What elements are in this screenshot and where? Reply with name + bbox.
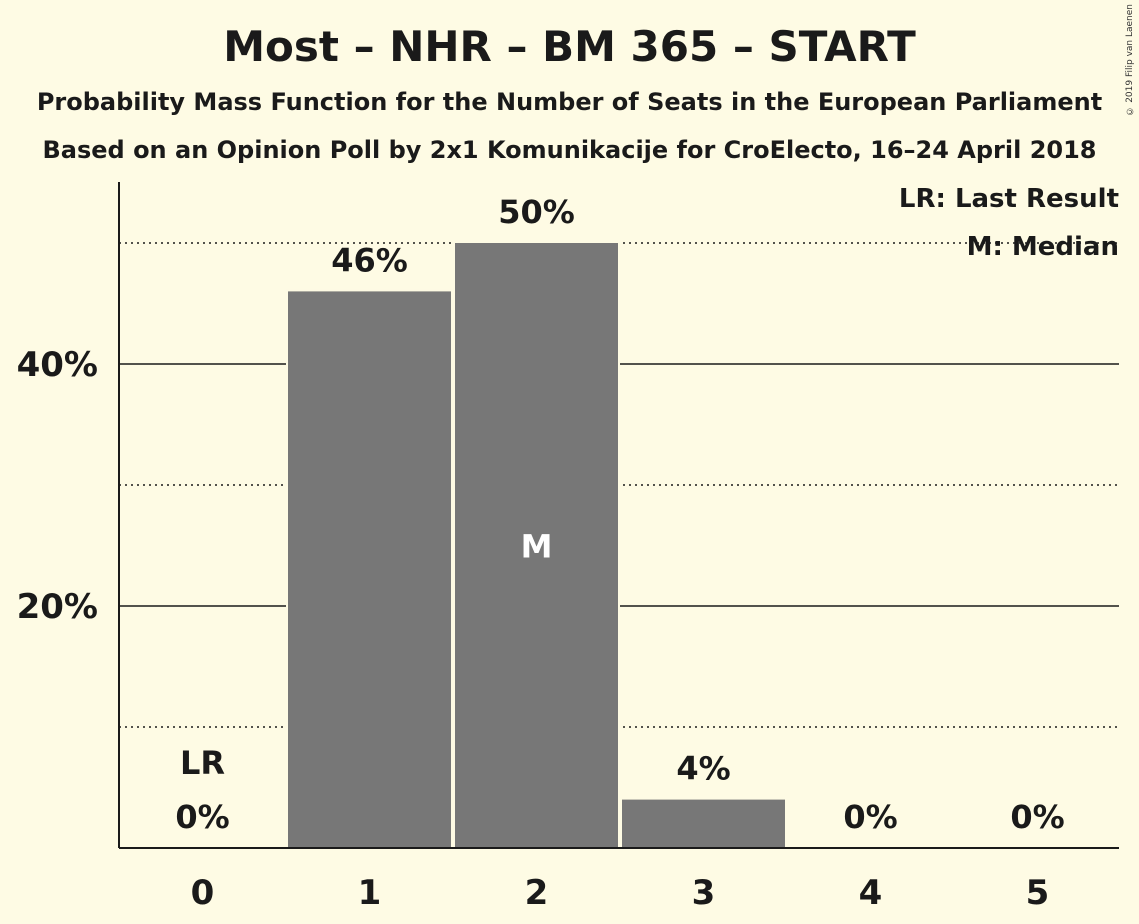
chart-subtitle-1: Probability Mass Function for the Number… bbox=[36, 88, 1103, 116]
bar bbox=[622, 799, 785, 848]
legend-last-result: LR: Last Result bbox=[898, 184, 1119, 214]
y-tick-label: 20% bbox=[17, 587, 98, 627]
x-tick-label: 4 bbox=[859, 873, 883, 913]
y-tick-label: 40% bbox=[17, 345, 98, 385]
x-tick-label: 2 bbox=[525, 873, 549, 913]
bar bbox=[288, 291, 451, 848]
data-label: 46% bbox=[331, 241, 408, 279]
data-label: 0% bbox=[843, 798, 897, 836]
chart-title: Most – NHR – BM 365 – START bbox=[223, 22, 916, 71]
data-label: 0% bbox=[175, 798, 229, 836]
data-label: 50% bbox=[498, 193, 575, 231]
data-label: 4% bbox=[676, 750, 730, 788]
x-tick-label: 1 bbox=[358, 873, 382, 913]
legend-median: M: Median bbox=[966, 232, 1119, 262]
last-result-marker: LR bbox=[180, 744, 225, 782]
x-tick-label: 3 bbox=[692, 873, 716, 913]
data-label: 0% bbox=[1010, 798, 1064, 836]
median-marker: M bbox=[521, 528, 553, 566]
bar bbox=[455, 243, 618, 848]
x-tick-label: 0 bbox=[191, 873, 215, 913]
chart-subtitle-2: Based on an Opinion Poll by 2x1 Komunika… bbox=[42, 136, 1097, 164]
x-tick-label: 5 bbox=[1026, 873, 1050, 913]
